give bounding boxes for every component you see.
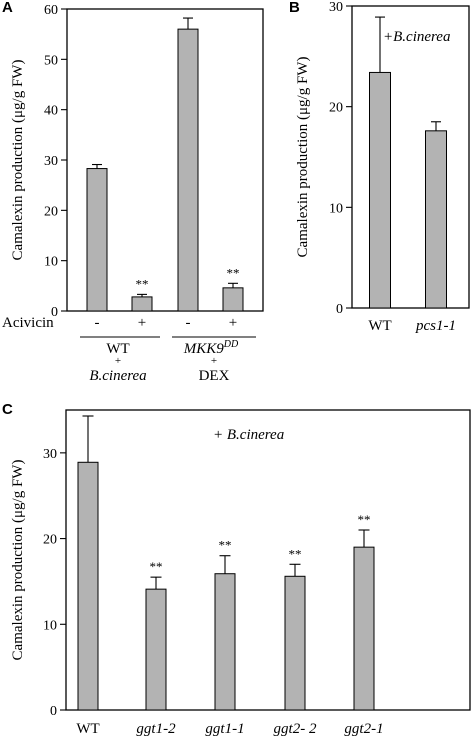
panel-a-row-label: Acivicin bbox=[2, 315, 54, 331]
group1-plus: + bbox=[115, 355, 121, 367]
y-tick-label: 10 bbox=[44, 255, 58, 270]
bar bbox=[86, 168, 108, 312]
significance-label: ** bbox=[358, 512, 371, 527]
panel-c-letter: C bbox=[2, 401, 13, 418]
bar bbox=[369, 71, 391, 309]
group2-name: MKK9 bbox=[183, 341, 225, 357]
panel-c-title: + B.cinerea bbox=[213, 427, 284, 443]
panel-a: A 0 10 20 30 40 50 60 ** ** Camalexin productio… bbox=[2, 0, 264, 384]
significance-label: ** bbox=[150, 559, 163, 574]
category-label: - bbox=[95, 315, 100, 331]
panel-c: C 0 10 20 30 ** ** ** ** Camalexin production … bbox=[2, 401, 471, 737]
group1-line1: WT bbox=[106, 341, 129, 357]
bar bbox=[145, 588, 167, 711]
y-tick-label: 0 bbox=[51, 305, 58, 320]
category-label: ggt1-1 bbox=[205, 721, 244, 737]
group2-line2: DEX bbox=[199, 368, 230, 384]
bar bbox=[284, 575, 306, 711]
category-label: pcs1-1 bbox=[415, 318, 456, 334]
significance-label: ** bbox=[227, 265, 240, 280]
significance-label: ** bbox=[219, 538, 232, 553]
group2-sup: DD bbox=[223, 339, 239, 350]
category-label: ggt2-1 bbox=[344, 721, 383, 737]
panel-b-ylabel: Camalexin production (μg/g FW) bbox=[295, 57, 311, 258]
category-label: WT bbox=[368, 318, 391, 334]
category-label: + bbox=[229, 315, 237, 331]
y-tick-label: 30 bbox=[43, 447, 57, 462]
significance-label: ** bbox=[289, 546, 302, 561]
panel-b: B 0 10 20 30 Camalexin production (μg/g FW)… bbox=[289, 0, 470, 334]
y-tick-label: 20 bbox=[44, 204, 58, 219]
bar bbox=[77, 461, 99, 711]
bar bbox=[222, 287, 244, 312]
y-tick-label: 0 bbox=[50, 704, 57, 719]
y-tick-label: 10 bbox=[329, 201, 343, 216]
panel-a-letter: A bbox=[2, 0, 13, 16]
y-tick-label: 10 bbox=[43, 618, 57, 633]
y-tick-label: 50 bbox=[44, 53, 58, 68]
category-label: WT bbox=[76, 721, 99, 737]
bar bbox=[177, 28, 199, 312]
significance-label: ** bbox=[136, 276, 149, 291]
group2-plus: + bbox=[211, 355, 217, 367]
bar bbox=[214, 573, 236, 711]
category-label: + bbox=[138, 315, 146, 331]
panel-c-plot-frame bbox=[65, 409, 471, 711]
category-label: ggt1-2 bbox=[136, 721, 176, 737]
y-tick-label: 30 bbox=[329, 0, 343, 15]
category-label: ggt2- 2 bbox=[274, 721, 317, 737]
group2-line1: MKK9DD bbox=[183, 339, 239, 357]
group1-line2: B.cinerea bbox=[89, 368, 146, 384]
panel-c-ylabel: Camalexin production (μg/g FW) bbox=[10, 460, 26, 661]
bar bbox=[425, 130, 447, 309]
y-tick-label: 0 bbox=[336, 302, 343, 317]
panel-b-letter: B bbox=[289, 0, 300, 16]
y-tick-label: 20 bbox=[43, 533, 57, 548]
bar bbox=[131, 296, 153, 312]
bar bbox=[353, 546, 375, 711]
y-tick-label: 20 bbox=[329, 101, 343, 116]
y-tick-label: 30 bbox=[44, 154, 58, 169]
panel-a-ylabel: Camalexin production (μg/g FW) bbox=[10, 60, 26, 261]
panel-b-title: +B.cinerea bbox=[383, 29, 450, 45]
category-label: - bbox=[186, 315, 191, 331]
y-tick-label: 60 bbox=[44, 3, 58, 18]
y-tick-label: 40 bbox=[44, 104, 58, 119]
panel-b-plot-frame bbox=[351, 5, 470, 309]
